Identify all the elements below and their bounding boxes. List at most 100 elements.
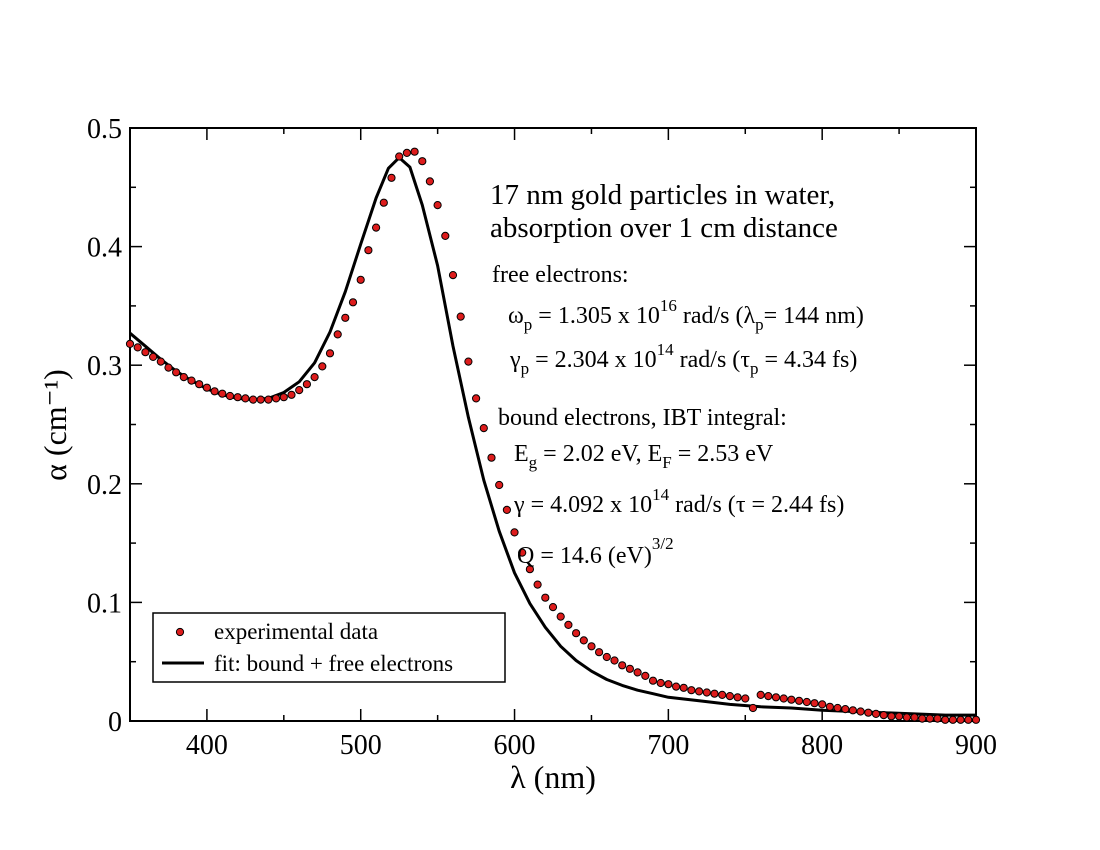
data-point	[756, 690, 765, 700]
data-point	[141, 348, 150, 357]
data-point	[572, 629, 581, 638]
data-point	[825, 702, 835, 711]
y-tick-label: 0.1	[87, 588, 122, 619]
data-point	[641, 671, 650, 681]
data-point	[625, 664, 635, 673]
legend: experimental data fit: bound + free elec…	[152, 612, 506, 683]
data-point	[256, 395, 265, 404]
data-point	[964, 715, 973, 724]
data-point	[648, 676, 658, 685]
data-point	[241, 394, 250, 403]
data-point	[225, 391, 235, 401]
omega-p-line: ωp = 1.305 x 1016 rad/s (λp= 144 nm)	[508, 296, 864, 334]
data-point	[149, 352, 158, 361]
data-point	[249, 395, 258, 404]
data-point	[871, 709, 881, 719]
bound-electrons-header: bound electrons, IBT integral:	[498, 405, 787, 431]
y-tick-label: 0.2	[87, 470, 122, 501]
data-point	[364, 246, 373, 255]
data-point	[895, 712, 904, 721]
x-tick-labels: 400 500 600 700 800 900	[186, 730, 997, 761]
data-point	[595, 648, 604, 657]
data-point	[418, 157, 427, 166]
data-point	[172, 368, 181, 377]
data-point	[771, 693, 781, 702]
data-point	[564, 620, 573, 630]
data-point	[295, 386, 304, 395]
data-point	[548, 603, 558, 612]
data-point	[302, 380, 311, 389]
annotation-title-line2: absorption over 1 cm distance	[490, 212, 838, 244]
annotation-title-line1: 17 nm gold particles in water,	[490, 179, 835, 211]
data-point	[764, 692, 773, 701]
data-point	[318, 362, 327, 371]
data-point	[579, 636, 588, 645]
data-point	[187, 376, 196, 385]
data-point	[856, 707, 865, 716]
data-point	[356, 275, 365, 284]
data-point	[610, 656, 619, 665]
data-point	[910, 713, 919, 722]
data-point	[679, 683, 688, 692]
data-point	[833, 703, 842, 713]
data-point	[956, 715, 965, 724]
data-point	[395, 152, 404, 161]
eg-ef-line: Eg = 2.02 eV, EF = 2.53 eV	[514, 441, 774, 472]
data-point	[472, 394, 481, 403]
data-point	[287, 390, 296, 399]
legend-label-experimental: experimental data	[214, 619, 378, 644]
data-point	[656, 678, 665, 688]
data-point	[802, 697, 811, 707]
data-point	[456, 312, 465, 321]
x-tick-label: 400	[186, 730, 228, 761]
data-point	[933, 714, 942, 723]
data-point	[218, 389, 227, 398]
data-point	[179, 373, 188, 382]
experimental-series	[125, 147, 981, 724]
data-point	[210, 387, 219, 396]
data-point	[672, 682, 681, 691]
y-tick-labels: 0 0.1 0.2 0.3 0.4 0.5	[87, 114, 122, 738]
legend-label-fit: fit: bound + free electrons	[214, 651, 453, 676]
data-point	[633, 668, 642, 677]
data-point	[156, 357, 165, 366]
data-point	[725, 692, 735, 701]
data-point	[341, 313, 350, 322]
data-point	[518, 548, 527, 557]
data-point	[310, 373, 319, 382]
data-point	[741, 694, 750, 703]
data-point	[464, 357, 473, 366]
annotation-block: 17 nm gold particles in water, absorptio…	[490, 179, 864, 569]
axis-ticks	[129, 127, 977, 722]
data-point	[133, 343, 142, 352]
data-point	[333, 330, 342, 339]
data-point	[325, 349, 335, 358]
data-point	[864, 708, 873, 717]
q-line: Q = 14.6 (eV)3/2	[517, 534, 674, 569]
data-point	[448, 271, 458, 280]
data-point	[941, 715, 950, 724]
data-point	[556, 612, 565, 621]
data-point	[718, 690, 727, 700]
data-point	[441, 231, 450, 240]
y-tick-label: 0	[108, 707, 122, 738]
data-point	[587, 642, 596, 651]
data-point	[195, 380, 204, 389]
data-point	[495, 480, 504, 490]
data-point	[733, 693, 742, 702]
data-point	[902, 713, 911, 722]
data-point	[879, 711, 888, 720]
data-point	[379, 198, 388, 207]
data-point	[948, 715, 958, 724]
data-point	[795, 696, 804, 705]
data-point	[525, 565, 535, 574]
data-point	[695, 687, 704, 696]
data-point	[848, 706, 858, 715]
y-tick-label: 0.3	[87, 351, 122, 382]
data-point	[887, 712, 896, 721]
data-point	[202, 383, 211, 392]
data-point	[710, 689, 719, 698]
data-point	[125, 339, 135, 348]
x-axis-title: λ (nm)	[510, 759, 596, 795]
